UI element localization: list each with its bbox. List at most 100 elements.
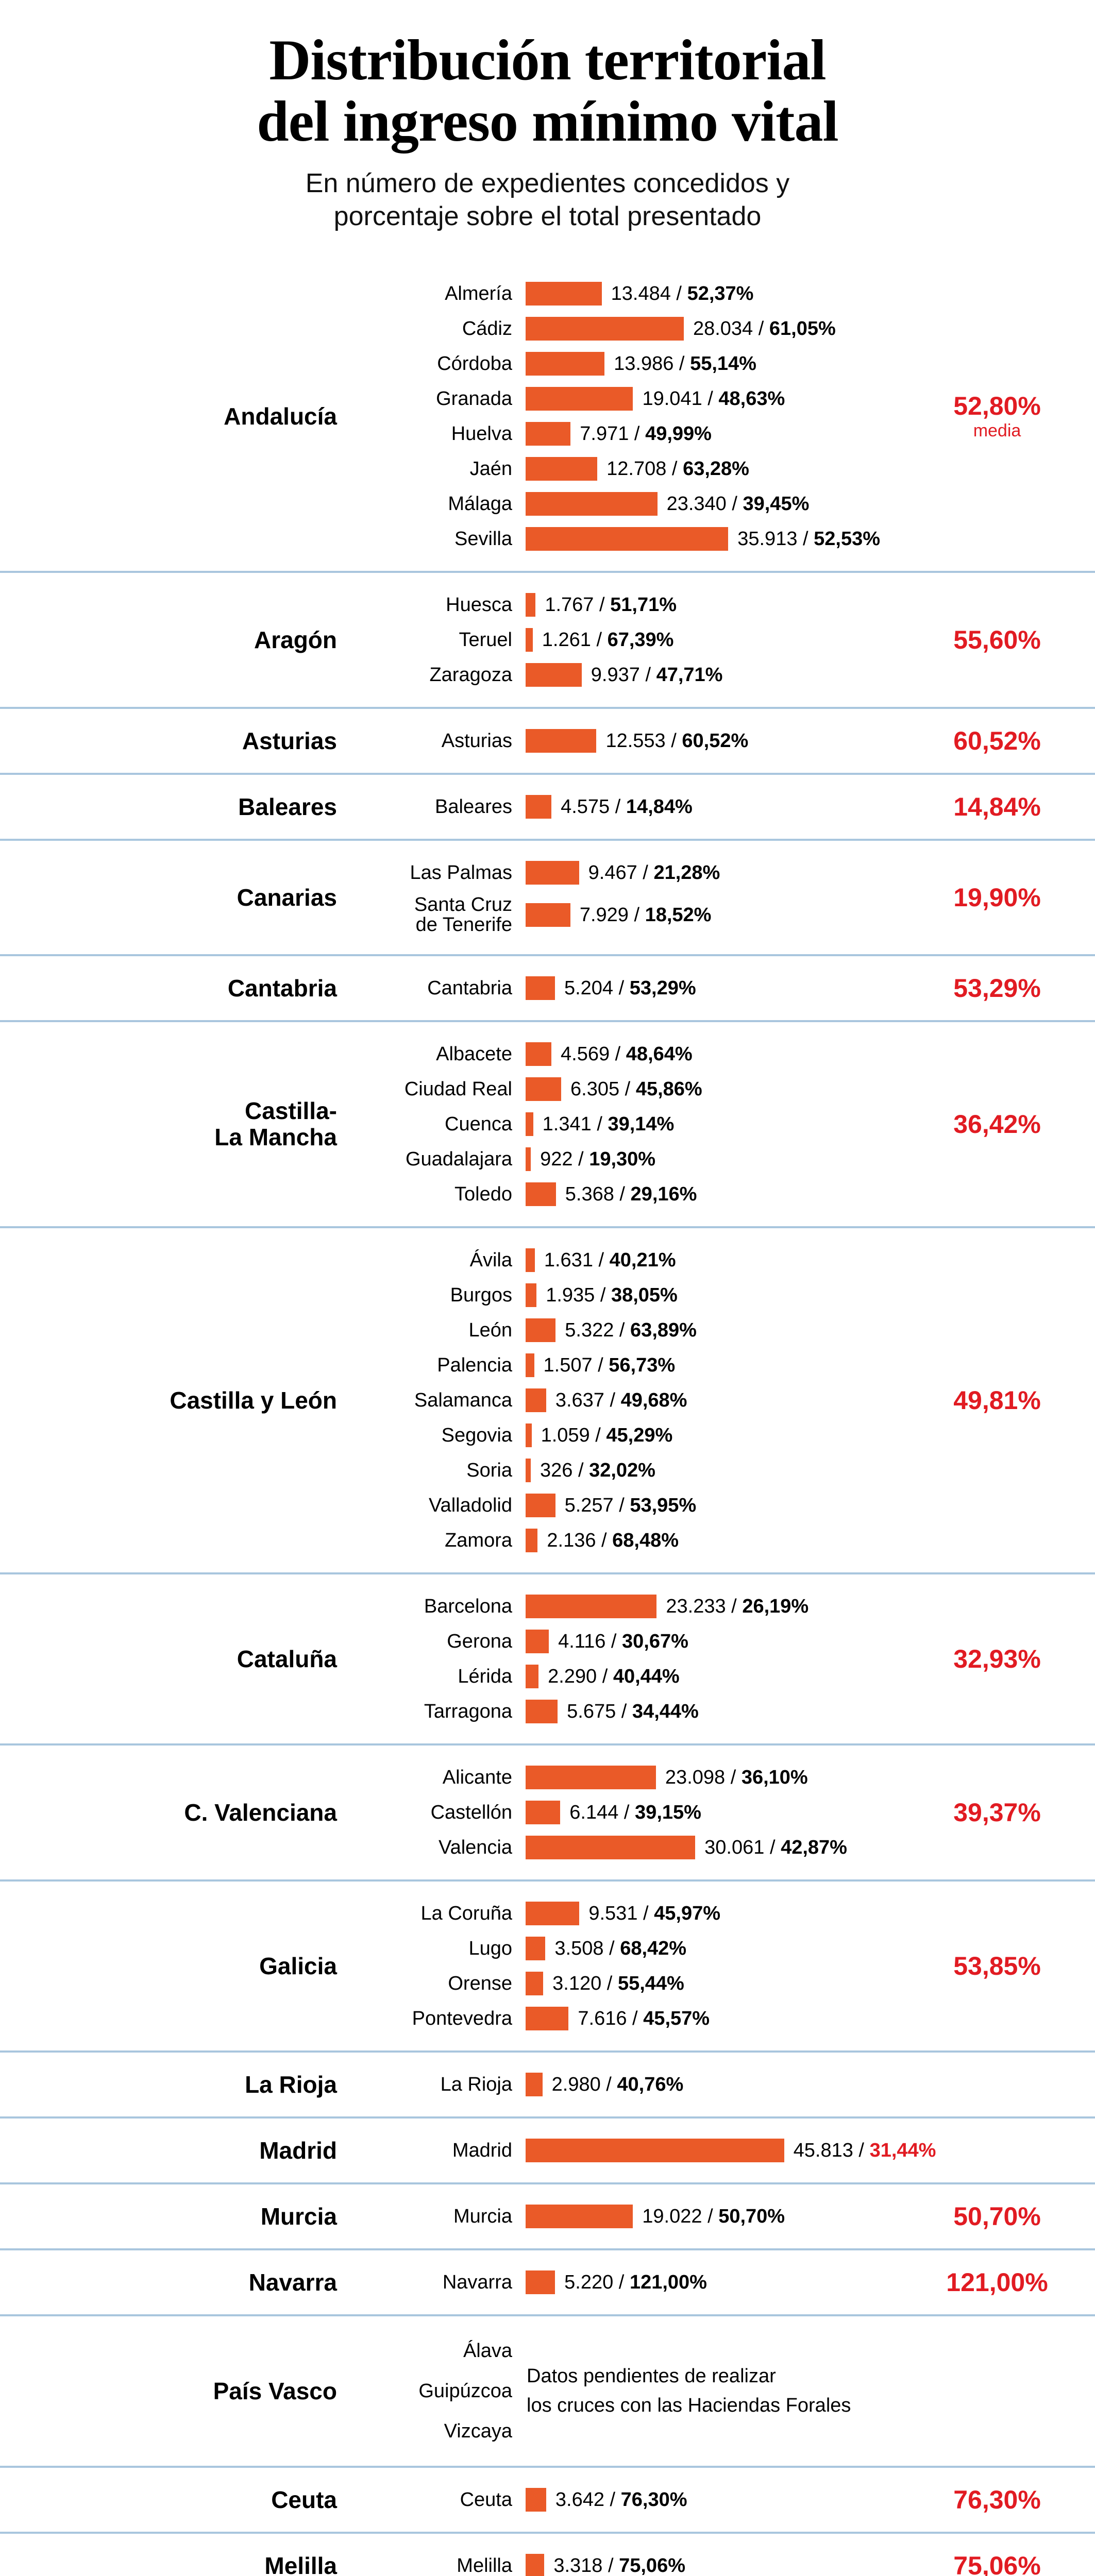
table-row: Sevilla 35.913 / 52,53% xyxy=(361,521,899,556)
value-bar xyxy=(526,282,602,306)
row-value: 5.204 / 53,29% xyxy=(564,977,696,999)
row-count: 9.467 xyxy=(588,861,637,884)
region-section: Castilla y León Ávila 1.631 / 40,21% Burgos… xyxy=(0,1226,1095,1572)
bar-and-value: 3.637 / 49,68% xyxy=(526,1388,687,1413)
row-value: 35.913 / 52,53% xyxy=(737,528,881,550)
bar-and-value: 1.631 / 40,21% xyxy=(526,1248,676,1273)
province-label: Teruel xyxy=(459,629,513,651)
row-count: 23.340 xyxy=(666,493,727,515)
region-average: 75,06% xyxy=(899,2551,1095,2576)
value-bar xyxy=(526,729,597,753)
bar-and-value: 7.929 / 18,52% xyxy=(526,903,711,927)
row-percent: 76,30% xyxy=(620,2488,687,2511)
region-rows: Las Palmas 9.467 / 21,28% Santa Cruz de Te… xyxy=(361,855,899,940)
region-name: Ceuta xyxy=(271,2486,337,2513)
bar-and-value: 7.616 / 45,57% xyxy=(526,2007,710,2031)
row-percent: 61,05% xyxy=(769,317,836,340)
region-average-value: 39,37% xyxy=(953,1798,1041,1827)
value-bar xyxy=(526,1836,696,1860)
province-label: Huelva xyxy=(451,422,512,445)
table-row: Granada 19.041 / 48,63% xyxy=(361,381,899,416)
value-bar xyxy=(526,1459,531,1483)
table-row: Pontevedra 7.616 / 45,57% xyxy=(361,2001,899,2036)
value-bar xyxy=(526,1665,539,1689)
region-name: Castilla- La Mancha xyxy=(214,1097,337,1151)
table-row: Valencia 30.061 / 42,87% xyxy=(361,1830,899,1865)
region-average-value: 49,81% xyxy=(953,1385,1041,1415)
row-value: 326 / 32,02% xyxy=(540,1459,655,1481)
province-label: Huesca xyxy=(446,594,512,616)
row-percent: 18,52% xyxy=(645,904,712,926)
value-bar xyxy=(526,422,571,446)
row-percent: 53,95% xyxy=(630,1494,697,1516)
row-value: 922 / 19,30% xyxy=(540,1148,656,1170)
row-percent: 30,67% xyxy=(622,1630,688,1652)
row-count: 23.098 xyxy=(665,1766,726,1788)
table-row: Albacete 4.569 / 48,64% xyxy=(361,1037,899,1072)
value-bar xyxy=(526,1700,558,1724)
bar-and-value: 12.708 / 63,28% xyxy=(526,457,749,481)
row-value: 13.986 / 55,14% xyxy=(614,352,756,375)
row-percent: 55,44% xyxy=(617,1972,684,1994)
value-bar xyxy=(526,1353,534,1378)
region-section: Asturias Asturias 12.553 / 60,52% 60,52% xyxy=(0,707,1095,773)
region-average-value: 32,93% xyxy=(953,1644,1041,1673)
bar-and-value: 5.322 / 63,89% xyxy=(526,1318,697,1343)
row-value: 19.041 / 48,63% xyxy=(642,387,785,410)
value-bar xyxy=(526,1630,549,1654)
row-count: 6.144 xyxy=(569,1801,619,1823)
province-label: Albacete xyxy=(436,1043,512,1065)
row-value: 6.144 / 39,15% xyxy=(569,1801,701,1823)
province-label: Palencia xyxy=(437,1354,512,1376)
row-count: 2.980 xyxy=(551,2073,601,2095)
bar-and-value: 2.136 / 68,48% xyxy=(526,1529,679,1553)
province-label: Almería xyxy=(445,282,512,304)
row-count: 4.569 xyxy=(561,1043,610,1065)
table-row: Valladolid 5.257 / 53,95% xyxy=(361,1488,899,1523)
row-value: 3.508 / 68,42% xyxy=(554,1937,687,1959)
row-percent: 14,84% xyxy=(626,795,693,818)
bar-and-value: 2.980 / 40,76% xyxy=(526,2073,683,2097)
subtitle-line-1: En número de expedientes concedidos y xyxy=(305,168,790,199)
province-label: Álava xyxy=(463,2340,512,2362)
table-row: Cuenca 1.341 / 39,14% xyxy=(361,1107,899,1142)
row-percent: 53,29% xyxy=(629,977,696,999)
row-count: 28.034 xyxy=(693,317,753,340)
bar-and-value: 30.061 / 42,87% xyxy=(526,1836,847,1860)
region-average: 32,93% xyxy=(899,1645,1095,1674)
table-row: Murcia 19.022 / 50,70% xyxy=(361,2199,899,2234)
row-value: 1.767 / 51,71% xyxy=(545,594,677,616)
value-bar xyxy=(526,628,533,652)
bar-and-value: 1.507 / 56,73% xyxy=(526,1353,675,1378)
row-count: 1.767 xyxy=(545,594,594,616)
bar-and-value: 19.022 / 50,70% xyxy=(526,2205,785,2229)
region-name: Cantabria xyxy=(227,974,337,1002)
row-count: 23.233 xyxy=(666,1595,726,1617)
bar-and-value: 4.116 / 30,67% xyxy=(526,1630,688,1654)
row-value: 5.220 / 121,00% xyxy=(564,2271,707,2293)
region-name: País Vasco xyxy=(213,2377,337,2404)
row-percent: 29,16% xyxy=(630,1183,697,1205)
value-bar xyxy=(526,492,658,516)
row-percent: 40,44% xyxy=(613,1665,680,1687)
row-percent: 45,29% xyxy=(606,1424,673,1446)
row-value: 7.616 / 45,57% xyxy=(578,2007,710,2029)
table-row: Toledo 5.368 / 29,16% xyxy=(361,1177,899,1212)
row-count: 45.813 xyxy=(793,2139,853,2161)
row-percent: 39,45% xyxy=(743,493,810,515)
bar-and-value: 2.290 / 40,44% xyxy=(526,1665,680,1689)
region-average-value: 53,29% xyxy=(953,973,1041,1003)
table-row: Zamora 2.136 / 68,48% xyxy=(361,1523,899,1558)
province-label: Cádiz xyxy=(462,317,512,340)
region-name: Cataluña xyxy=(237,1645,337,1672)
table-row: Asturias 12.553 / 60,52% xyxy=(361,723,899,758)
table-row: Cádiz 28.034 / 61,05% xyxy=(361,311,899,346)
row-percent: 34,44% xyxy=(632,1700,699,1722)
pending-data-note: Datos pendientes de realizar los cruces … xyxy=(527,2365,851,2417)
bar-and-value: 1.767 / 51,71% xyxy=(526,593,677,617)
region-average-value: 53,85% xyxy=(953,1951,1041,1980)
bar-and-value: 5.257 / 53,95% xyxy=(526,1494,697,1518)
region-average: 39,37% xyxy=(899,1798,1095,1827)
table-row: Málaga 23.340 / 39,45% xyxy=(361,486,899,521)
